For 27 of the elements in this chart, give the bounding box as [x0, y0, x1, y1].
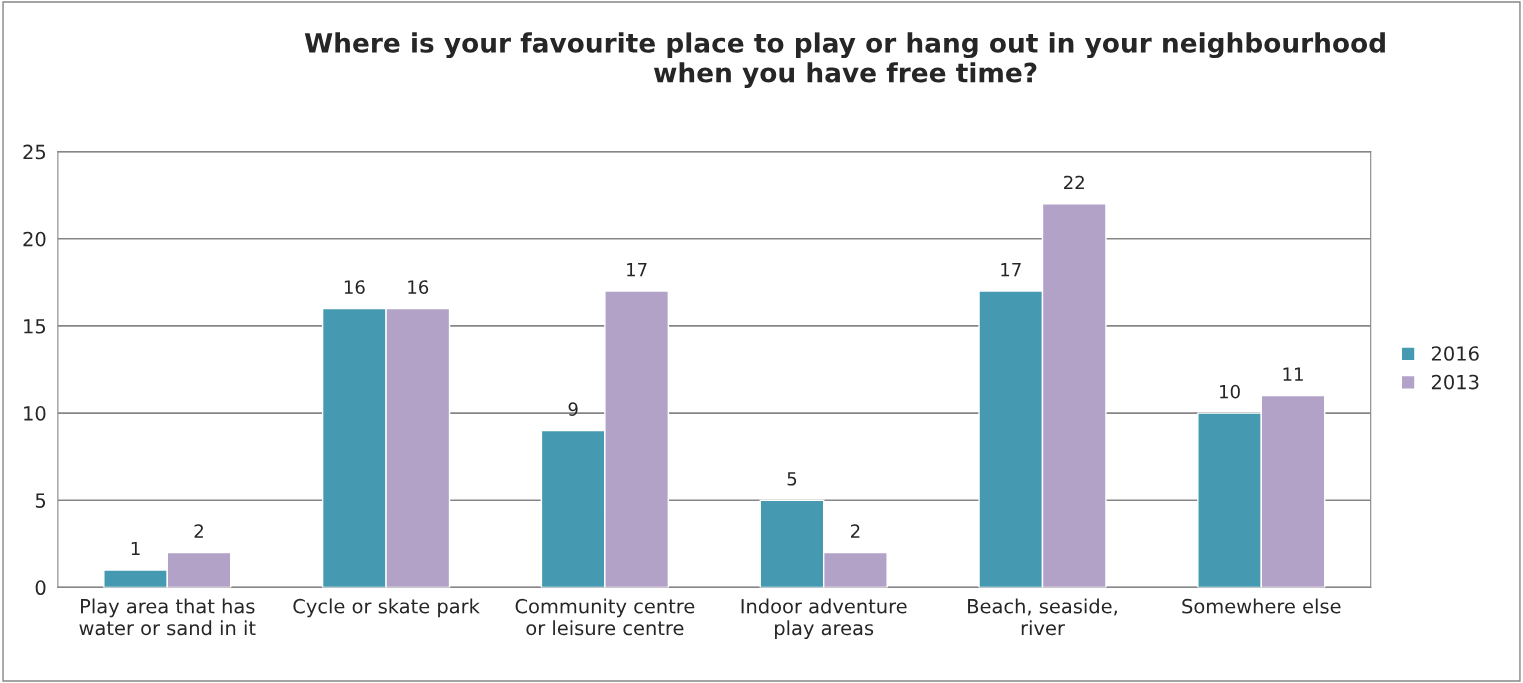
- data-label: 17: [627, 263, 647, 277]
- x-tick-label: Indoor adventure play areas: [741, 598, 907, 640]
- data-label: 5: [787, 472, 797, 486]
- data-label: 16: [408, 280, 429, 294]
- legend-label: 2016: [1431, 346, 1479, 361]
- x-tick-label: Beach, seaside, river: [968, 598, 1117, 636]
- x-tick-label: Play area that has water or sand in it: [79, 598, 256, 636]
- x-tick-label: Cycle or skate park: [293, 598, 480, 618]
- data-label: 17: [1001, 263, 1021, 277]
- data-label: 2: [850, 524, 860, 538]
- chart-title: Where is your favourite place to play or hang out in your neighbourhood when you have free time?: [304, 32, 1385, 88]
- data-label: 22: [1064, 175, 1084, 190]
- y-tick-label: 5: [35, 493, 46, 508]
- data-label: 2: [194, 524, 203, 538]
- y-tick-label: 25: [23, 144, 46, 160]
- y-tick-label: 15: [24, 319, 46, 334]
- y-tick-label: 10: [24, 406, 46, 421]
- y-tick-label: 20: [23, 231, 46, 247]
- y-tick-label: 0: [35, 580, 46, 596]
- x-tick-label: Community centre or leisure centre: [515, 598, 695, 636]
- data-label: 10: [1220, 384, 1240, 399]
- x-tick-label: Somewhere else: [1182, 598, 1341, 614]
- legend-label: 2013: [1431, 374, 1479, 390]
- data-label: 9: [568, 402, 578, 416]
- data-label: 16: [344, 280, 365, 294]
- data-label: 11: [1283, 367, 1303, 381]
- data-label: 1: [131, 541, 140, 556]
